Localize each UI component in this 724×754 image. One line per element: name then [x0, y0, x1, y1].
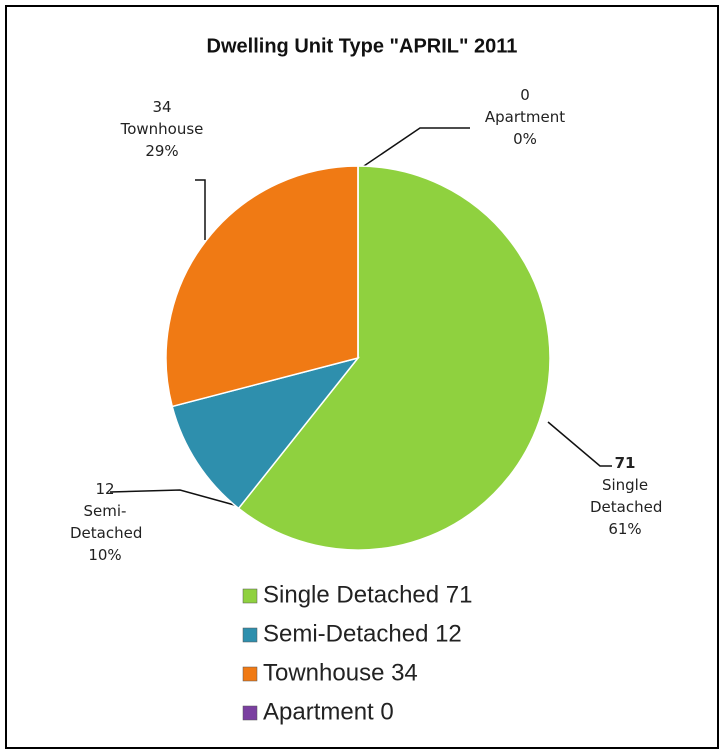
data-label: 34 Townhouse 29%	[102, 96, 222, 162]
data-label: 71 Single Detached 61%	[585, 452, 665, 540]
pie-slice	[171, 356, 360, 510]
data-label-category: Single Detached	[590, 476, 663, 516]
leader-line	[109, 489, 239, 507]
leader-line	[357, 127, 470, 171]
legend-swatch	[242, 705, 258, 721]
pie-slice	[237, 165, 551, 551]
legend-swatch	[242, 627, 258, 643]
legend-label: Townhouse 34	[263, 659, 418, 686]
legend-swatch	[242, 588, 258, 604]
data-label-value: 12	[95, 480, 115, 498]
data-label-percent: 0%	[513, 130, 537, 148]
data-label-category: Semi-Detached	[70, 502, 143, 542]
legend-swatch	[242, 666, 258, 682]
data-label-percent: 10%	[88, 546, 122, 564]
data-label-value: 0	[520, 86, 530, 104]
pie-slice	[165, 165, 359, 408]
leader-line	[195, 179, 206, 240]
data-label-category: Apartment	[484, 108, 566, 126]
legend-label: Single Detached 71	[263, 581, 472, 608]
chart-title: Dwelling Unit Type "APRIL" 2011	[207, 35, 518, 57]
data-label-category: Townhouse	[120, 120, 204, 138]
legend-label: Apartment 0	[263, 698, 394, 725]
data-label: 12 Semi-Detached 10%	[60, 478, 150, 566]
data-label: 0 Apartment 0%	[460, 84, 590, 150]
leader-line	[547, 421, 612, 467]
legend-label: Semi-Detached 12	[263, 620, 462, 647]
data-label-value: 34	[152, 98, 172, 116]
data-label-percent: 29%	[145, 142, 179, 160]
data-label-value: 71	[614, 454, 636, 472]
data-label-percent: 61%	[608, 520, 642, 538]
